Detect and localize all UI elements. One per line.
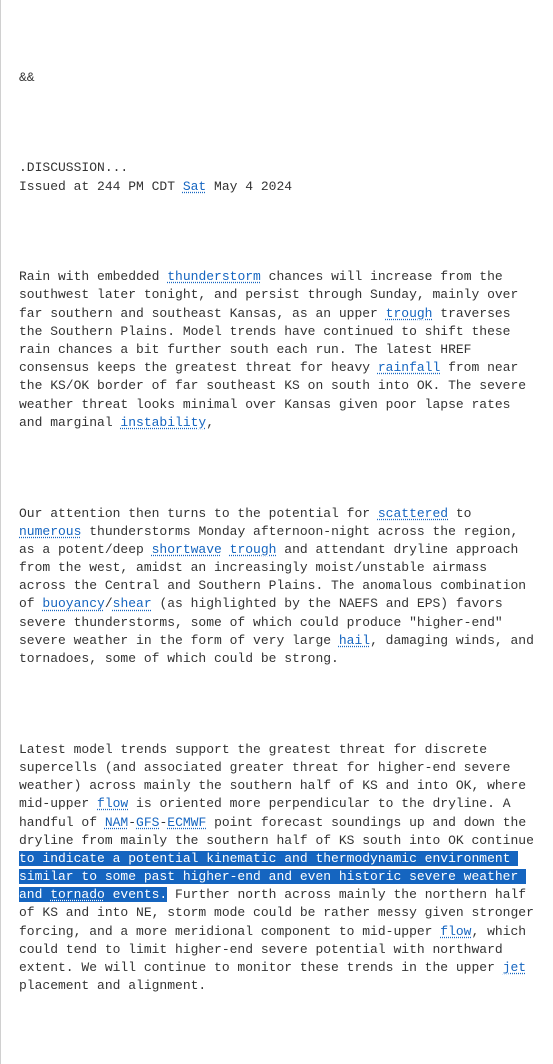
flow-link[interactable]: flow [97,796,128,811]
p2-t4 [222,542,230,557]
p2-t6: / [105,596,113,611]
paragraph-2: Our attention then turns to the potentia… [19,505,535,669]
rainfall-link[interactable]: rainfall [378,360,440,375]
p3-h2: events. [105,887,167,902]
scattered-link[interactable]: scattered [378,506,448,521]
p1-t1: Rain with embedded [19,269,167,284]
buoyancy-link[interactable]: buoyancy [42,596,104,611]
p3-t4: - [159,815,167,830]
nam-link[interactable]: NAM [105,815,128,830]
p2-t2: to [448,506,479,521]
header-block: .DISCUSSION... Issued at 244 PM CDT Sat … [19,159,535,195]
paragraph-1: Rain with embedded thunderstorm chances … [19,268,535,432]
ecmwf-link[interactable]: ECMWF [167,815,206,830]
forecast-discussion-body: && .DISCUSSION... Issued at 244 PM CDT S… [19,14,535,1050]
trough-link-2[interactable]: trough [230,542,277,557]
flow-link-2[interactable]: flow [440,924,471,939]
instability-link[interactable]: instability [120,415,206,430]
issued-day-link[interactable]: Sat [183,179,206,194]
shortwave-link[interactable]: shortwave [152,542,222,557]
thunderstorm-link[interactable]: thunderstorm [167,269,261,284]
discussion-heading: .DISCUSSION... [19,160,128,175]
tornado-link[interactable]: tornado [50,887,105,902]
trough-link[interactable]: trough [386,306,433,321]
p2-t1: Our attention then turns to the potentia… [19,506,378,521]
numerous-link[interactable]: numerous [19,524,81,539]
issued-suffix: May 4 2024 [206,179,292,194]
p1-t5: , [206,415,214,430]
issued-prefix: Issued at 244 PM CDT [19,179,183,194]
shear-link[interactable]: shear [113,596,152,611]
paragraph-3: Latest model trends support the greatest… [19,741,535,996]
gfs-link[interactable]: GFS [136,815,159,830]
hail-link[interactable]: hail [339,633,370,648]
jet-link[interactable]: jet [503,960,526,975]
divider-amp: && [19,69,535,87]
amp-text: && [19,70,35,85]
p3-t3: - [128,815,136,830]
